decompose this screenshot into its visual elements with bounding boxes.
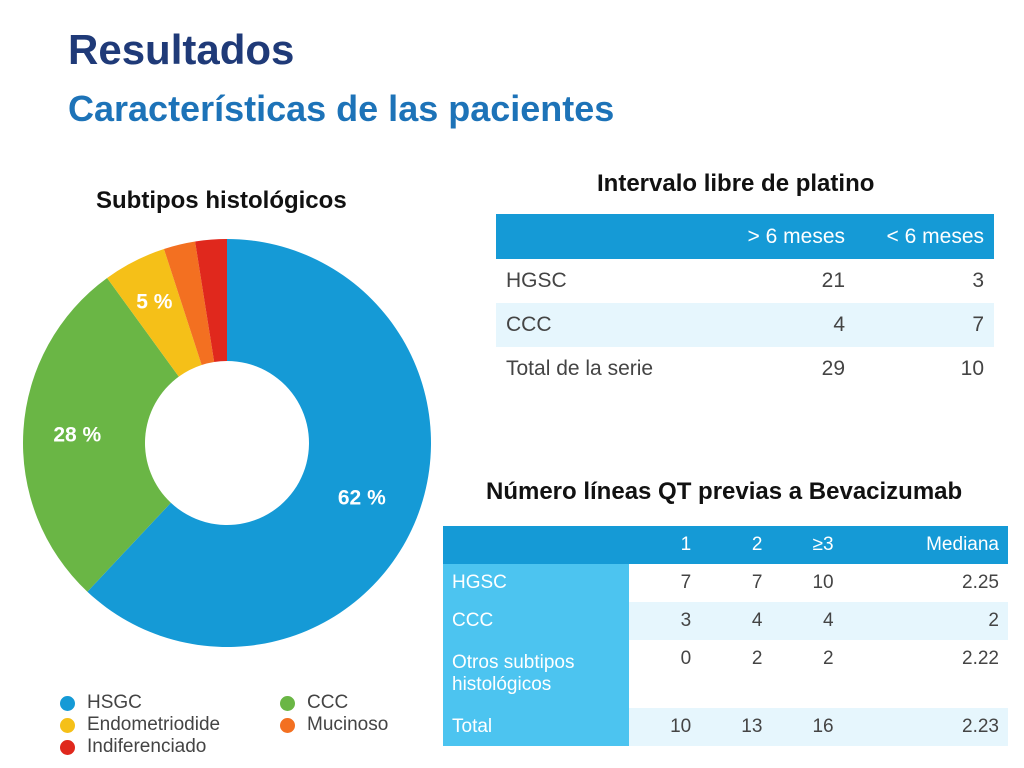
qt-cell: 3	[629, 602, 701, 640]
qt-row-hgsc: HGSC 7 7 10 2.25	[443, 564, 1008, 602]
qt-cell: 10	[812, 572, 834, 593]
donut-label-hsgc: 62 %	[338, 486, 386, 509]
qt-cell: 13	[700, 708, 772, 746]
qt-row-ccc: CCC 3 4 4 2	[443, 602, 1008, 640]
qt-table-title: Número líneas QT previas a Bevacizumab	[486, 478, 963, 505]
legend-item-endometriodide: Endometriodide	[60, 714, 220, 736]
pfi-row-label: HGSC	[506, 269, 567, 292]
pfi-table-title: Intervalo libre de platino	[597, 170, 875, 197]
qt-cell: 2.23	[842, 708, 1008, 746]
legend-swatch-hsgc	[60, 695, 75, 711]
qt-header-1: 1	[629, 526, 701, 564]
legend-swatch-ccc	[280, 695, 295, 711]
qt-cell: 2	[751, 648, 763, 669]
donut-slice-ccc	[23, 277, 179, 592]
chart-legend: HSGC CCC Endometriodide Mucinoso Indifer…	[60, 688, 460, 760]
legend-label-endometriodide: Endometriodide	[87, 714, 221, 735]
legend-item-indiferenciado: Indiferenciado	[60, 736, 206, 758]
pfi-row-label: Total de la serie	[506, 357, 654, 380]
legend-label-ccc: CCC	[307, 692, 349, 713]
pfi-table: > 6 meses < 6 meses HGSC 21 3 CCC 4 7 To…	[496, 214, 994, 391]
qt-cell: 2	[842, 602, 1008, 640]
qt-table: 1 2 ≥3 Mediana HGSC 7 7 10 2.25 CCC 3 4 …	[443, 526, 1008, 746]
qt-cell: 4	[771, 602, 843, 640]
qt-cell: 10	[629, 708, 701, 746]
qt-header-3plus: ≥3	[771, 526, 843, 564]
legend-item-mucinoso: Mucinoso	[280, 714, 388, 736]
pfi-cell: 21	[821, 269, 845, 292]
donut-slice-endometriodide	[107, 248, 202, 377]
pfi-row-hgsc: HGSC 21 3	[496, 259, 994, 303]
pfi-cell: 29	[821, 357, 845, 380]
qt-cell: 2.22	[962, 648, 999, 669]
qt-header-2: 2	[700, 526, 772, 564]
legend-label-indiferenciado: Indiferenciado	[87, 736, 207, 757]
qt-cell: 7	[751, 572, 763, 593]
page-subtitle: Características de las pacientes	[68, 88, 615, 129]
qt-row-label: Total	[443, 708, 629, 746]
pfi-header-gt6: > 6 meses	[716, 214, 855, 259]
pfi-cell: 10	[960, 357, 984, 380]
qt-row-otros: Otros subtipos histológicos 0 2 2 2.22	[443, 640, 1008, 708]
legend-swatch-endometriodide	[60, 717, 75, 733]
qt-header-row: 1 2 ≥3 Mediana	[443, 526, 1008, 564]
qt-row-total: Total 10 13 16 2.23	[443, 708, 1008, 746]
qt-cell: 2	[823, 648, 834, 669]
legend-item-hsgc: HSGC	[60, 692, 142, 714]
qt-cell: 0	[680, 648, 692, 669]
qt-cell: 4	[700, 602, 772, 640]
donut-slice-mucinoso	[163, 241, 215, 366]
qt-row-label: Otros subtipos histológicos	[443, 640, 629, 708]
pfi-row-total: Total de la serie 29 10	[496, 347, 994, 391]
pfi-cell: 4	[716, 303, 855, 347]
pfi-row-ccc: CCC 4 7	[496, 303, 994, 347]
legend-label-hsgc: HSGC	[87, 692, 142, 713]
pfi-header-empty	[496, 214, 716, 259]
donut-slice-hsgc	[87, 239, 432, 647]
qt-cell: 2.25	[962, 572, 999, 593]
pfi-cell: 7	[855, 303, 994, 347]
pfi-cell: 3	[972, 269, 984, 292]
pfi-header-lt6: < 6 meses	[855, 214, 994, 259]
qt-row-label: CCC	[443, 602, 629, 640]
donut-title: Subtipos histológicos	[96, 187, 347, 214]
qt-cell: 16	[771, 708, 843, 746]
page-title: Resultados	[68, 26, 295, 73]
qt-row-label: HGSC	[443, 564, 629, 602]
legend-label-mucinoso: Mucinoso	[307, 714, 389, 735]
legend-item-ccc: CCC	[280, 692, 348, 714]
histology-donut-chart: 62 % 28 % 5 %	[23, 239, 432, 647]
qt-header-mediana: Mediana	[842, 526, 1008, 564]
qt-cell: 7	[680, 572, 692, 593]
legend-swatch-mucinoso	[280, 717, 295, 733]
qt-header-empty	[443, 526, 629, 564]
donut-slice-indiferenciado	[195, 239, 227, 363]
pfi-header-row: > 6 meses < 6 meses	[496, 214, 994, 259]
pfi-row-label: CCC	[496, 303, 716, 347]
donut-label-ccc: 28 %	[53, 424, 101, 447]
donut-label-endometriodide: 5 %	[136, 290, 173, 313]
legend-swatch-indiferenciado	[60, 739, 75, 755]
